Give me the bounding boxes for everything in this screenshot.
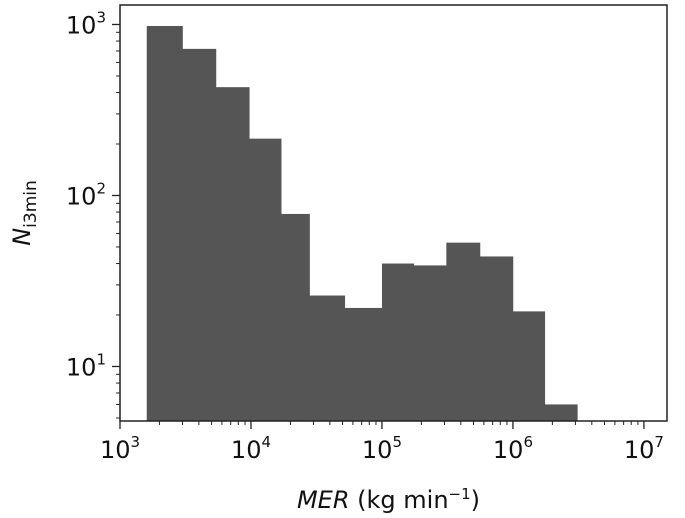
histogram-bar-9 [413, 265, 447, 421]
y-axis-ticks: 101 102 103 [66, 8, 120, 419]
histogram-bar-10 [446, 242, 481, 421]
x-tick-label: 105 [362, 433, 402, 464]
y-tick-label: 102 [66, 179, 106, 210]
histogram-bar-13 [544, 404, 578, 421]
x-axis-title-close: ) [471, 486, 480, 514]
histogram-bars [146, 25, 578, 422]
x-axis-title-variable: MER [297, 486, 350, 514]
histogram-bar-11 [479, 256, 514, 421]
y-axis-title-subscript: i3min [21, 180, 41, 228]
x-axis-title: MER (kg min−1) [297, 485, 480, 514]
y-axis-title-variable: N [8, 228, 36, 246]
x-tick-label: 107 [624, 433, 664, 464]
histogram-bar-4 [249, 138, 282, 421]
x-tick-label: 103 [100, 433, 140, 464]
x-axis-title-units: (kg min [350, 486, 449, 514]
histogram-bar-5 [281, 213, 310, 421]
histogram-bar-8 [381, 263, 415, 421]
histogram-bar-2 [182, 48, 217, 421]
y-tick-label: 103 [66, 8, 106, 39]
plot-frame [119, 4, 668, 422]
x-tick-label: 106 [493, 433, 533, 464]
x-tick-label: 104 [231, 433, 271, 464]
x-axis-ticks: 103 104 105 106 107 [100, 421, 664, 464]
histogram-bar-3 [215, 87, 250, 421]
x-axis-title-exponent: −1 [449, 485, 471, 503]
y-axis-title: Ni3min [8, 180, 41, 246]
histogram-bar-6 [309, 295, 346, 421]
y-tick-label: 101 [66, 350, 106, 381]
histogram-bar-1 [146, 25, 183, 422]
histogram-bar-7 [344, 307, 383, 421]
histogram-bar-12 [512, 311, 546, 421]
